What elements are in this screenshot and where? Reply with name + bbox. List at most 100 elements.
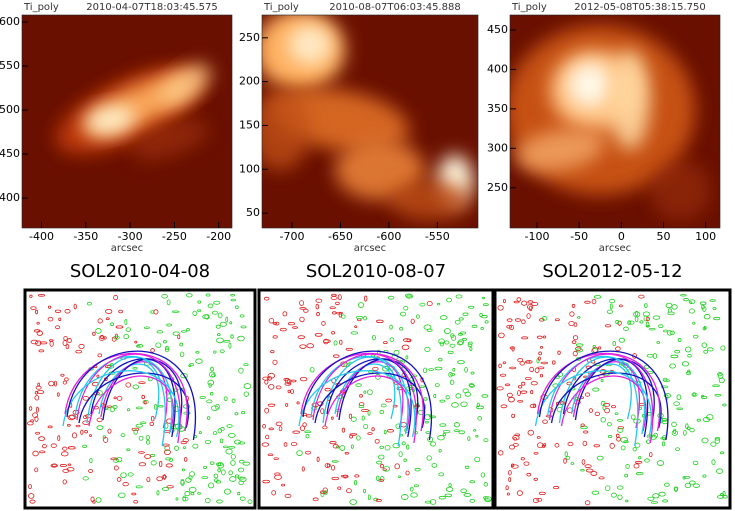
field-line xyxy=(100,361,168,429)
negative-polarity xyxy=(138,451,145,454)
positive-polarity xyxy=(304,430,312,434)
y-tick-label: 150 xyxy=(239,118,260,131)
positive-polarity xyxy=(237,491,241,496)
negative-polarity xyxy=(96,374,100,378)
positive-polarity xyxy=(82,444,88,448)
negative-polarity xyxy=(62,340,68,347)
negative-polarity xyxy=(92,331,96,336)
positive-polarity xyxy=(234,439,241,445)
positive-polarity xyxy=(95,497,102,503)
x-tick-label: -250 xyxy=(162,230,187,243)
negative-polarity xyxy=(71,432,78,439)
negative-polarity xyxy=(597,346,602,350)
negative-polarity xyxy=(537,366,545,370)
negative-polarity xyxy=(84,429,89,434)
negative-polarity xyxy=(512,442,519,447)
negative-polarity xyxy=(610,405,617,409)
positive-polarity xyxy=(469,498,476,503)
negative-polarity xyxy=(39,341,48,345)
negative-polarity xyxy=(34,416,39,422)
panel-title: SOL2012-05-12 xyxy=(542,261,682,282)
y-tick-label: 450 xyxy=(487,23,508,36)
positive-polarity xyxy=(718,377,725,384)
negative-polarity xyxy=(34,395,40,401)
magnetogram-bg xyxy=(495,290,730,508)
positive-polarity xyxy=(722,403,727,407)
x-axis-label: arcsec xyxy=(599,243,631,254)
negative-polarity xyxy=(103,436,109,443)
negative-polarity xyxy=(59,464,67,467)
positive-polarity xyxy=(591,490,600,495)
negative-polarity xyxy=(375,498,382,503)
positive-polarity xyxy=(247,499,253,504)
negative-polarity xyxy=(113,396,117,400)
positive-polarity xyxy=(180,479,185,486)
y-tick-label: 250 xyxy=(487,181,508,194)
positive-polarity xyxy=(565,455,570,460)
negative-polarity xyxy=(359,394,363,398)
positive-polarity xyxy=(219,349,225,354)
negative-polarity xyxy=(165,463,173,468)
positive-polarity xyxy=(691,392,698,397)
negative-polarity xyxy=(545,414,553,418)
negative-polarity xyxy=(324,387,331,392)
negative-polarity xyxy=(506,492,510,496)
magnetogram-frame xyxy=(257,288,495,510)
negative-polarity xyxy=(511,346,515,352)
positive-polarity xyxy=(164,345,170,351)
negative-polarity xyxy=(534,367,540,374)
positive-polarity xyxy=(367,494,371,501)
negative-polarity xyxy=(262,479,270,484)
negative-polarity xyxy=(290,442,298,447)
positive-polarity xyxy=(439,399,446,403)
emission xyxy=(288,25,332,65)
positive-polarity xyxy=(464,465,470,469)
positive-polarity xyxy=(226,424,233,428)
negative-polarity xyxy=(517,390,521,396)
positive-polarity xyxy=(156,490,160,496)
negative-polarity xyxy=(557,350,561,355)
timestamp: 2010-08-07T06:03:45.888 xyxy=(329,2,460,13)
negative-polarity xyxy=(638,294,645,299)
positive-polarity xyxy=(228,470,233,476)
negative-polarity xyxy=(554,318,560,322)
positive-polarity xyxy=(676,407,683,411)
positive-polarity xyxy=(442,430,451,434)
positive-polarity xyxy=(706,414,714,421)
field-line xyxy=(534,370,652,438)
positive-polarity xyxy=(204,497,211,504)
positive-polarity xyxy=(382,366,390,372)
negative-polarity xyxy=(268,318,275,324)
positive-polarity xyxy=(392,443,401,449)
negative-polarity xyxy=(367,432,373,435)
positive-polarity xyxy=(197,492,201,495)
positive-polarity xyxy=(169,457,174,463)
positive-polarity xyxy=(243,391,250,397)
positive-polarity xyxy=(221,469,226,476)
positive-polarity xyxy=(378,454,385,460)
emission xyxy=(335,140,425,200)
negative-polarity xyxy=(299,307,307,310)
positive-polarity xyxy=(213,300,221,305)
x-tick-label: -600 xyxy=(376,230,401,243)
negative-polarity xyxy=(521,300,528,306)
negative-polarity xyxy=(371,427,375,432)
negative-polarity xyxy=(27,421,34,426)
positive-polarity xyxy=(82,476,89,481)
negative-polarity xyxy=(538,351,542,356)
image-frame xyxy=(261,14,479,229)
negative-polarity xyxy=(35,309,39,315)
negative-polarity xyxy=(54,380,57,387)
negative-polarity xyxy=(138,381,146,384)
negative-polarity xyxy=(498,332,505,339)
negative-polarity xyxy=(281,483,286,487)
positive-polarity xyxy=(467,341,473,345)
positive-polarity xyxy=(477,416,483,421)
positive-polarity xyxy=(205,293,211,297)
negative-polarity xyxy=(158,461,163,467)
positive-polarity xyxy=(446,297,453,303)
positive-polarity xyxy=(380,403,387,408)
negative-polarity xyxy=(552,360,556,365)
positive-polarity xyxy=(350,444,354,449)
positive-polarity xyxy=(483,496,489,500)
